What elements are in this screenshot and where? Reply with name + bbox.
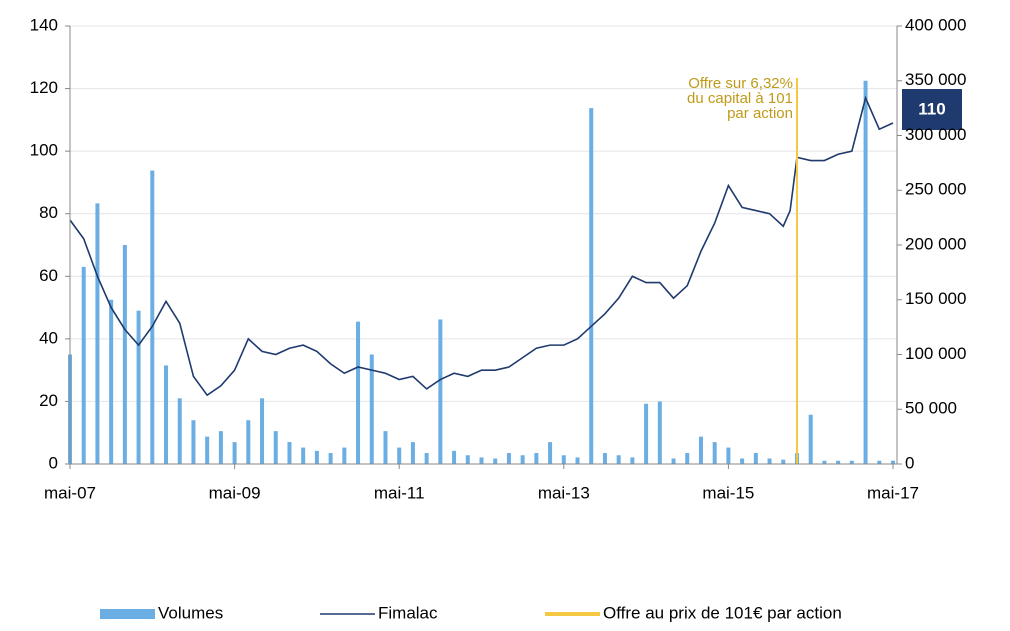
y-tick-label: 0 <box>49 453 58 472</box>
volume-bar <box>740 458 745 464</box>
volume-bar <box>767 458 772 464</box>
volume-bar <box>479 457 484 464</box>
volume-bar <box>164 365 169 464</box>
annotation: du capital à 101 <box>687 90 793 107</box>
y2-tick-label: 300 000 <box>905 125 966 144</box>
volume-bar <box>726 447 731 464</box>
volume-bar <box>493 458 498 464</box>
volume-bar <box>753 453 758 464</box>
volume-bar <box>863 80 868 464</box>
x-tick-label: mai-15 <box>702 483 754 502</box>
volume-bar <box>506 453 511 464</box>
legend-swatch <box>100 609 155 619</box>
volume-bar <box>836 460 841 464</box>
y2-tick-label: 250 000 <box>905 180 966 199</box>
volume-bar <box>891 460 895 464</box>
volume-bar <box>465 455 470 464</box>
volume-bar <box>369 354 374 464</box>
y2-tick-label: 350 000 <box>905 70 966 89</box>
y-tick-label: 60 <box>39 266 58 285</box>
volume-bar <box>301 447 306 464</box>
volume-bar <box>424 453 429 464</box>
end-label: 110 <box>918 99 945 118</box>
y-tick-label: 100 <box>30 141 58 160</box>
volume-bar <box>849 460 854 464</box>
volume-bar <box>822 460 827 464</box>
volume-bar <box>260 398 265 464</box>
x-tick-label: mai-07 <box>44 483 96 502</box>
volume-bar <box>602 453 607 464</box>
y2-tick-label: 200 000 <box>905 234 966 253</box>
volume-bar <box>452 450 457 464</box>
volume-bar <box>81 266 86 464</box>
volume-bar <box>534 453 539 464</box>
volume-bar <box>781 459 786 464</box>
y-tick-label: 120 <box>30 78 58 97</box>
volume-bar <box>150 170 155 465</box>
volume-bar <box>548 442 553 464</box>
volume-bar <box>877 460 882 464</box>
volume-bar <box>191 420 196 464</box>
volume-bar <box>383 431 388 464</box>
volume-bar <box>273 431 278 464</box>
legend-label: Offre au prix de 101€ par action <box>603 603 842 622</box>
volume-bar <box>616 455 621 464</box>
volume-bar <box>630 457 635 464</box>
volume-bar <box>657 401 662 464</box>
volume-bar <box>561 455 566 464</box>
y-tick-label: 40 <box>39 328 58 347</box>
volume-bar <box>246 420 251 464</box>
volume-bar <box>328 453 333 464</box>
annotation: par action <box>727 105 793 122</box>
y-tick-label: 20 <box>39 391 58 410</box>
y-tick-label: 140 <box>30 15 58 34</box>
y-tick-label: 80 <box>39 203 58 222</box>
y2-tick-label: 0 <box>905 453 914 472</box>
y2-tick-label: 400 000 <box>905 15 966 34</box>
volume-bar <box>520 455 525 464</box>
volume-bar <box>644 403 649 464</box>
volume-bar <box>410 442 415 464</box>
end-label-box <box>902 89 962 130</box>
volume-bar <box>575 457 580 464</box>
volume-bar <box>218 431 223 464</box>
volume-bar <box>342 447 347 464</box>
volume-bar <box>671 458 676 464</box>
volume-bar <box>232 442 237 464</box>
volume-bar <box>177 398 182 464</box>
volume-bar <box>109 299 114 464</box>
volume-bar <box>808 414 813 464</box>
y2-tick-label: 100 000 <box>905 344 966 363</box>
volume-bar <box>287 442 292 464</box>
x-tick-label: mai-13 <box>538 483 590 502</box>
volume-bar <box>698 436 703 464</box>
volume-bar <box>314 450 319 464</box>
volume-bar <box>685 453 690 464</box>
x-tick-label: mai-09 <box>209 483 261 502</box>
y2-tick-label: 150 000 <box>905 289 966 308</box>
volume-bar <box>136 310 141 464</box>
price-line <box>69 95 894 397</box>
y2-tick-label: 50 000 <box>905 399 957 418</box>
volume-bar <box>589 108 594 464</box>
volume-bar <box>122 245 127 464</box>
volume-bar <box>438 319 443 464</box>
annotation: Offre sur 6,32% <box>688 75 793 92</box>
volume-bar <box>205 436 210 464</box>
volume-bar <box>95 203 100 464</box>
volume-bar <box>356 321 361 464</box>
x-tick-label: mai-11 <box>374 483 425 502</box>
x-tick-label: mai-17 <box>867 483 919 502</box>
legend-label: Fimalac <box>378 603 438 622</box>
volume-bar <box>712 442 717 464</box>
legend-label: Volumes <box>158 603 223 622</box>
volume-bar <box>397 447 402 464</box>
